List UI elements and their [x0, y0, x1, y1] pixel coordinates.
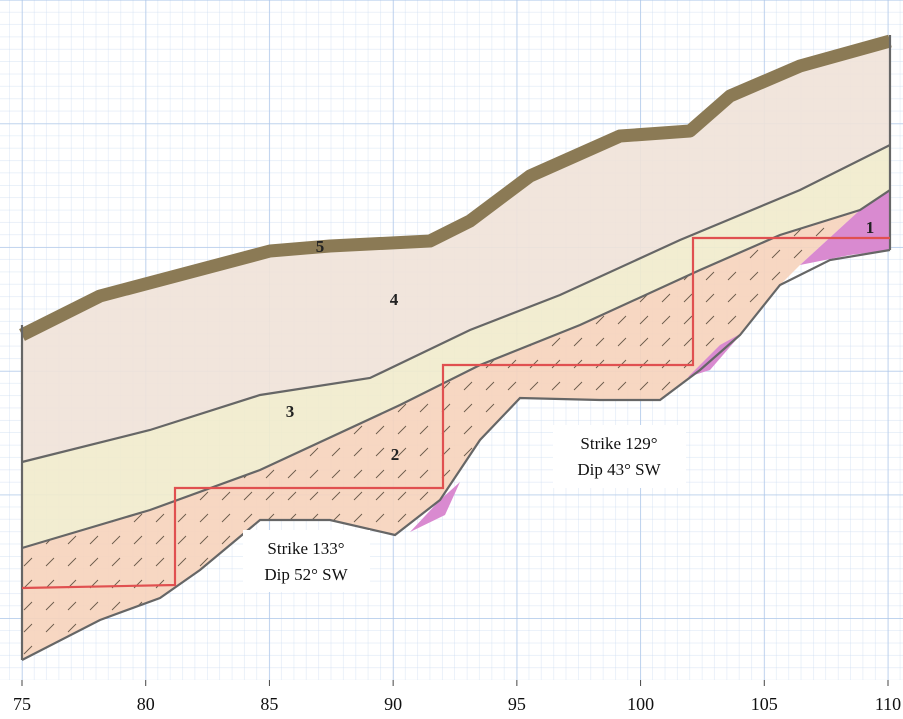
- cross-section: 1 2 3 4 5 Strike 129° Dip 43° SW Strike …: [0, 0, 903, 719]
- x-tick-label: 80: [137, 694, 155, 714]
- unit-label: 1: [866, 218, 875, 237]
- annotation: Dip 52° SW: [264, 565, 348, 584]
- annotation: Strike 129°: [580, 434, 657, 453]
- unit-label: 5: [316, 237, 325, 256]
- annotation: Strike 133°: [267, 539, 344, 558]
- unit-label: 4: [390, 290, 399, 309]
- x-tick-label: 75: [13, 694, 31, 714]
- x-tick-label: 110: [875, 694, 901, 714]
- annotation: Dip 43° SW: [577, 460, 661, 479]
- x-tick-label: 90: [384, 694, 402, 714]
- x-tick-label: 100: [627, 694, 654, 714]
- x-tick-label: 95: [508, 694, 526, 714]
- unit-label: 3: [286, 402, 295, 421]
- x-tick-label: 85: [260, 694, 278, 714]
- x-tick-label: 105: [751, 694, 778, 714]
- unit-label: 2: [391, 445, 400, 464]
